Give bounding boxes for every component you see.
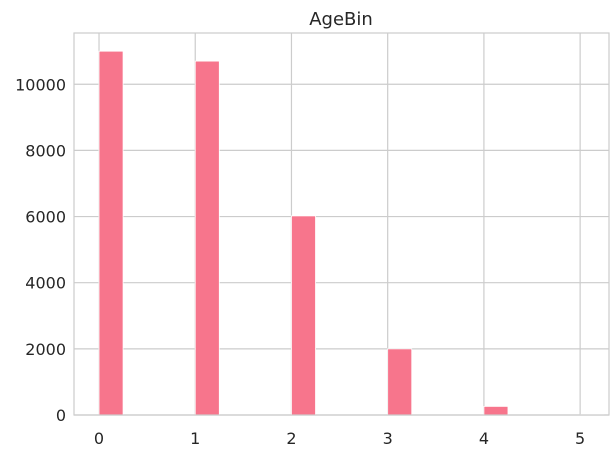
y-tick-label: 4000 bbox=[25, 274, 66, 293]
bars bbox=[98, 50, 605, 416]
y-tick-label: 8000 bbox=[25, 141, 66, 160]
x-tick-label: 5 bbox=[575, 429, 585, 448]
chart-title: AgeBin bbox=[309, 9, 373, 30]
histogram-bar bbox=[194, 60, 220, 416]
grid-lines bbox=[74, 33, 609, 416]
y-tick-labels: 0 2000 4000 6000 8000 10000 bbox=[15, 75, 66, 425]
histogram-bar bbox=[387, 348, 413, 416]
plot-frame bbox=[73, 32, 610, 416]
histogram-bar bbox=[98, 50, 124, 416]
x-tick-label: 2 bbox=[286, 429, 296, 448]
x-tick-label: 4 bbox=[479, 429, 489, 448]
histogram-bar bbox=[483, 406, 509, 416]
y-tick-label: 0 bbox=[56, 406, 66, 425]
x-tick-label: 3 bbox=[383, 429, 393, 448]
y-tick-label: 6000 bbox=[25, 208, 66, 227]
histogram-bar bbox=[291, 215, 316, 416]
y-tick-label: 10000 bbox=[15, 75, 66, 94]
y-tick-label: 2000 bbox=[25, 340, 66, 359]
x-tick-label: 0 bbox=[94, 429, 104, 448]
x-tick-label: 1 bbox=[190, 429, 200, 448]
plot-border bbox=[73, 32, 610, 416]
x-tick-labels: 0 1 2 3 4 5 bbox=[94, 429, 585, 448]
